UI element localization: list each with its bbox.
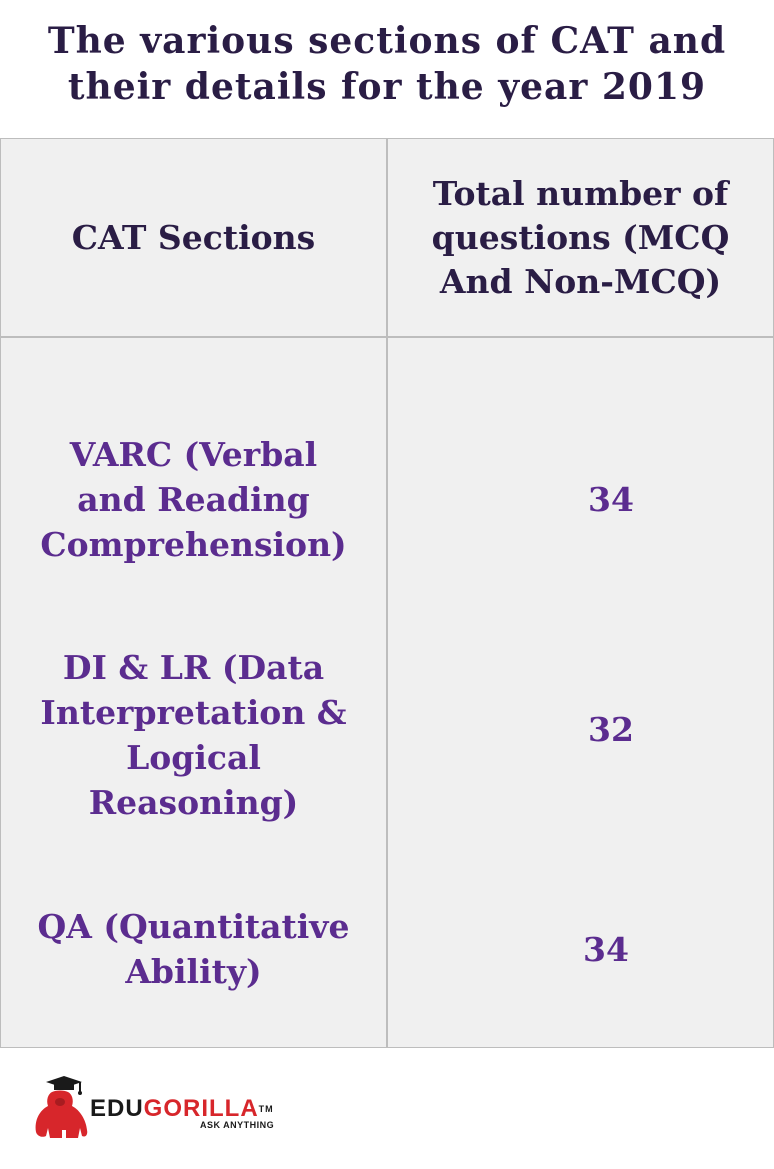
table-row-questions: 34	[441, 379, 774, 619]
header-questions-line: And Non-MCQ)	[439, 261, 722, 301]
table-row-questions: 32	[441, 609, 774, 849]
table-row-questions: 34	[431, 869, 774, 1029]
header-divider	[1, 336, 773, 338]
cat-sections-table: CAT Sections Total number of questions (…	[0, 138, 774, 1048]
question-count-varc: 34	[588, 479, 634, 519]
title-line-2: their details for the year 2019	[67, 66, 707, 108]
section-name-qa: QA (Quantitative Ability)	[37, 907, 350, 991]
header-questions-line: questions (MCQ	[431, 217, 730, 257]
table-row-section: VARC (Verbal and Reading Comprehension)	[1, 379, 386, 619]
section-name-varc: VARC (Verbal and Reading Comprehension)	[40, 434, 347, 564]
header-questions-line: Total number of	[432, 173, 729, 213]
brand-tagline: ASK ANYTHING	[200, 1120, 275, 1130]
title-line-1: The various sections of CAT and	[47, 20, 727, 62]
section-name-dilr: DI & LR (Data Interpretation & Logical R…	[40, 648, 347, 822]
trademark-symbol: TM	[258, 1104, 274, 1114]
brand-part-edu: EDU	[90, 1095, 144, 1122]
column-divider	[386, 139, 388, 1047]
gorilla-graduation-cap-icon	[35, 1076, 88, 1138]
brand-wordmark: EDUGORILLATM	[90, 1096, 274, 1122]
edugorilla-logo: EDUGORILLATM ASK ANYTHING	[32, 1076, 312, 1140]
table-row-section: DI & LR (Data Interpretation & Logical R…	[1, 615, 386, 855]
brand-part-gorilla: GORILLA	[143, 1095, 259, 1122]
table-row-section: QA (Quantitative Ability)	[1, 869, 386, 1029]
header-cell-questions: Total number of questions (MCQ And Non-M…	[388, 139, 773, 336]
header-questions-label: Total number of questions (MCQ And Non-M…	[432, 172, 730, 304]
header-cell-section: CAT Sections	[1, 139, 386, 336]
header-section-label: CAT Sections	[71, 217, 316, 257]
question-count-qa: 34	[583, 929, 629, 969]
page-title: The various sections of CAT and their de…	[0, 18, 774, 110]
question-count-dilr: 32	[588, 709, 634, 749]
